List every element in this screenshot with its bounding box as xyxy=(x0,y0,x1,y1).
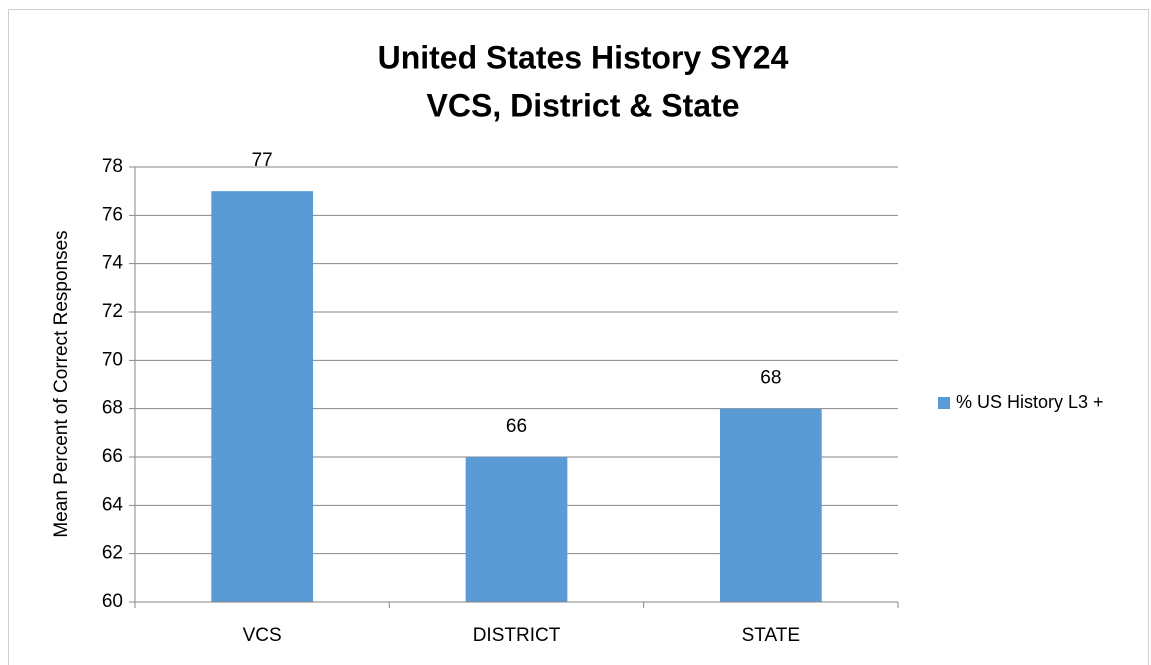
legend-label: % US History L3 + xyxy=(956,392,1104,412)
chart-title: United States History SY24 xyxy=(378,39,789,75)
chart-title: VCS, District & State xyxy=(427,87,740,123)
legend-swatch xyxy=(938,397,950,409)
bar xyxy=(211,191,314,602)
y-axis-label: Mean Percent of Correct Responses xyxy=(51,230,72,537)
y-tick-label: 64 xyxy=(102,494,124,515)
y-tick-label: 62 xyxy=(102,543,123,564)
bar xyxy=(465,457,568,602)
y-tick-label: 68 xyxy=(102,398,123,419)
y-tick-label: 60 xyxy=(102,591,123,612)
data-label: 66 xyxy=(506,416,527,437)
y-tick-label: 78 xyxy=(102,156,123,177)
y-tick-label: 70 xyxy=(102,349,123,370)
x-tick-label: STATE xyxy=(742,625,800,646)
y-tick-label: 76 xyxy=(102,204,123,225)
chart-frame xyxy=(8,9,1149,665)
x-tick-label: VCS xyxy=(243,625,282,646)
x-tick-label: DISTRICT xyxy=(473,625,561,646)
data-label: 68 xyxy=(760,368,781,389)
data-label: 77 xyxy=(252,150,273,171)
y-tick-label: 74 xyxy=(102,253,124,274)
y-tick-label: 72 xyxy=(102,301,123,322)
y-tick-label: 66 xyxy=(102,446,123,467)
bar xyxy=(719,408,822,602)
